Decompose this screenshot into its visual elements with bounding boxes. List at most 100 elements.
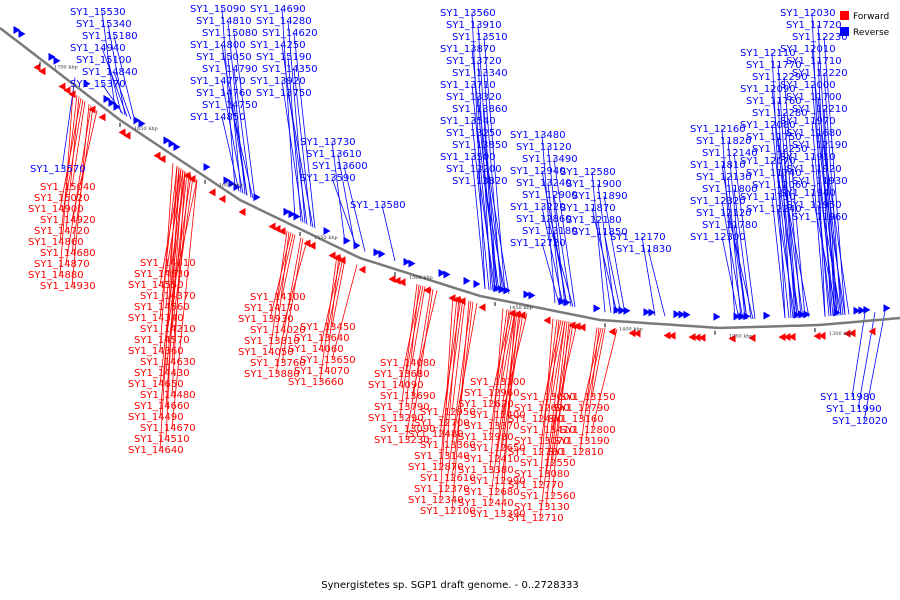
forward-gene-label: SY1_12770 bbox=[508, 480, 564, 491]
gene-leader-line bbox=[851, 313, 866, 398]
forward-gene-label: SY1_14080 bbox=[380, 358, 436, 369]
reverse-gene-label: SY1_13560 bbox=[440, 8, 496, 19]
gene-leader-line bbox=[777, 136, 804, 318]
reverse-gene-arrow bbox=[648, 308, 656, 317]
gene-leader-line bbox=[381, 204, 396, 262]
gene-leader-line bbox=[65, 105, 92, 265]
reverse-gene-arrow bbox=[53, 56, 61, 65]
gene-leader-line bbox=[733, 224, 748, 320]
forward-gene-arrow bbox=[458, 297, 466, 306]
reverse-gene-label: SY1_14800 bbox=[190, 40, 246, 51]
gene-leader-line bbox=[541, 206, 564, 305]
gene-leader-line bbox=[159, 168, 182, 418]
gene-leader-line bbox=[579, 327, 598, 453]
forward-gene-label: SY1_13660 bbox=[288, 377, 344, 388]
reverse-gene-arrow bbox=[83, 79, 91, 88]
gene-leader-line bbox=[551, 321, 570, 497]
gene-leader-line bbox=[281, 240, 308, 331]
forward-gene-arrow bbox=[38, 67, 46, 76]
gene-leader-line bbox=[281, 80, 304, 223]
forward-gene-arrow bbox=[328, 251, 336, 260]
reverse-gene-arrow bbox=[408, 259, 416, 268]
forward-gene-arrow bbox=[518, 311, 526, 320]
reverse-gene-arrow bbox=[683, 310, 691, 319]
gene-leader-line bbox=[445, 297, 460, 457]
gene-leader-line bbox=[439, 296, 458, 468]
reverse-gene-label: SY1_13580 bbox=[350, 200, 406, 211]
reverse-gene-label: SY1_11970 bbox=[780, 116, 836, 127]
reverse-gene-arrow bbox=[883, 304, 891, 313]
reverse-gene-arrow bbox=[108, 98, 116, 107]
gene-leader-line bbox=[101, 47, 128, 117]
gene-leader-line bbox=[591, 329, 618, 431]
reverse-gene-arrow bbox=[168, 139, 176, 148]
reverse-gene-arrow bbox=[113, 102, 121, 111]
forward-gene-label: SY1_13080 bbox=[514, 469, 570, 480]
reverse-gene-arrow bbox=[288, 210, 296, 219]
genome-backbone-arc bbox=[0, 27, 900, 330]
gene-leader-line bbox=[495, 311, 518, 493]
gene-leader-line bbox=[343, 165, 366, 252]
forward-gene-arrow bbox=[58, 82, 66, 91]
gene-leader-line bbox=[65, 99, 84, 199]
forward-gene-label: SY1_13160 bbox=[548, 414, 604, 425]
forward-gene-label: SY1_14550 bbox=[128, 280, 184, 291]
reverse-gene-arrow bbox=[678, 310, 686, 319]
reverse-gene-arrow bbox=[13, 26, 21, 35]
forward-gene-label: SY1_14930 bbox=[40, 281, 96, 292]
gene-leader-line bbox=[727, 212, 754, 320]
gene-leader-line bbox=[863, 311, 886, 422]
gene-leader-line bbox=[281, 234, 296, 298]
forward-gene-label: SY1_13880 bbox=[244, 369, 300, 380]
gene-leader-line bbox=[227, 92, 254, 199]
reverse-gene-arrow bbox=[643, 308, 651, 317]
gene-leader-line bbox=[811, 12, 826, 317]
forward-gene-label: SY1_13410 bbox=[520, 425, 576, 436]
gene-leader-line bbox=[281, 238, 304, 364]
reverse-gene-label: SY1_12170 bbox=[610, 232, 666, 243]
forward-gene-arrow bbox=[448, 294, 456, 303]
gene-leader-line bbox=[165, 172, 188, 374]
scale-ticks: 1700 kbp 1650 kbp 1600 kbp 1550 kbp 1500 kbp… bbox=[39, 61, 853, 340]
forward-gene-label: SY1_13300 bbox=[470, 377, 526, 388]
reverse-gene-label: SY1_12250 bbox=[752, 144, 808, 155]
forward-gene-label: SY1_12990 bbox=[470, 476, 526, 487]
gene-leader-line bbox=[777, 172, 800, 318]
forward-gene-arrow bbox=[633, 329, 641, 338]
scale-tick-label: 1500 kbp bbox=[409, 275, 433, 281]
forward-gene-label: SY1_13000 bbox=[520, 392, 576, 403]
forward-gene-arrow bbox=[868, 327, 876, 336]
gene-leader-line bbox=[405, 288, 432, 441]
reverse-gene-label: SY1_13720 bbox=[446, 56, 502, 67]
gene-leader-line bbox=[545, 321, 568, 508]
forward-gene-label: SY1_14670 bbox=[140, 423, 196, 434]
forward-gene-label: SY1_12400 bbox=[470, 410, 526, 421]
reverse-gene-label: SY1_13600 bbox=[312, 161, 368, 172]
gene-leader-line bbox=[101, 83, 124, 115]
gene-leader-line bbox=[159, 163, 174, 352]
forward-gene-arrow bbox=[508, 309, 516, 318]
forward-gene-arrow bbox=[513, 310, 521, 319]
reverse-gene-label: SY1_15180 bbox=[82, 31, 138, 42]
forward-gene-label: SY1_14370 bbox=[140, 291, 196, 302]
reverse-gene-arrow bbox=[853, 306, 861, 315]
gene-leader-line bbox=[501, 311, 520, 482]
forward-gene-arrow bbox=[273, 224, 281, 233]
forward-gene-arrow bbox=[813, 332, 821, 341]
gene-leader-line bbox=[553, 158, 576, 308]
reverse-gene-arrow bbox=[618, 306, 626, 315]
gene-leader-line bbox=[165, 169, 184, 275]
reverse-gene-arrow bbox=[798, 310, 806, 319]
forward-gene-label: SY1_14020 bbox=[250, 325, 306, 336]
gene-leader-line bbox=[823, 144, 850, 315]
reverse-gene-label: SY1_15190 bbox=[256, 52, 312, 63]
forward-gene-label: SY1_13450 bbox=[300, 322, 356, 333]
gene-leader-line bbox=[591, 207, 618, 314]
forward-gene-label: SY1_14680 bbox=[40, 248, 96, 259]
reverse-gene-label: SY1_12030 bbox=[780, 8, 836, 19]
forward-gene-label: SY1_12680 bbox=[464, 487, 520, 498]
genome-caption: Synergistetes sp. SGP1 draft genome. - 0… bbox=[321, 580, 578, 591]
reverse-gene-arrow bbox=[503, 286, 511, 295]
reverse-gene-arrow bbox=[378, 249, 386, 258]
reverse-gene-label: SY1_15090 bbox=[190, 4, 246, 15]
